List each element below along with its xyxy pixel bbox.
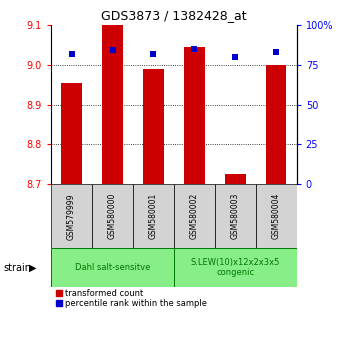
Point	[110, 47, 115, 53]
Bar	[256, 184, 297, 248]
Text: GSM580001: GSM580001	[149, 193, 158, 239]
Bar	[215, 184, 256, 248]
Text: GSM580002: GSM580002	[190, 193, 199, 239]
Bar	[102, 25, 123, 184]
Text: strain: strain	[3, 263, 31, 273]
Bar	[225, 175, 246, 184]
Text: GSM580000: GSM580000	[108, 193, 117, 239]
Bar	[174, 248, 297, 287]
Text: GSM580003: GSM580003	[231, 193, 240, 239]
Text: S.LEW(10)x12x2x3x5
congenic: S.LEW(10)x12x2x3x5 congenic	[191, 258, 280, 277]
Title: GDS3873 / 1382428_at: GDS3873 / 1382428_at	[101, 9, 247, 22]
Point	[192, 46, 197, 52]
Bar	[92, 184, 133, 248]
Text: GSM580004: GSM580004	[272, 193, 281, 239]
Bar	[61, 82, 82, 184]
Point	[233, 54, 238, 59]
Bar	[51, 184, 92, 248]
Bar	[174, 184, 215, 248]
Point	[69, 51, 74, 56]
Bar	[51, 248, 174, 287]
Bar	[133, 184, 174, 248]
Bar	[143, 69, 164, 184]
Point	[273, 49, 279, 55]
Text: ▶: ▶	[29, 263, 36, 273]
Text: Dahl salt-sensitve: Dahl salt-sensitve	[75, 263, 150, 272]
Point	[151, 51, 156, 56]
Bar	[184, 47, 205, 184]
Legend: transformed count, percentile rank within the sample: transformed count, percentile rank withi…	[55, 289, 207, 308]
Text: GSM579999: GSM579999	[67, 193, 76, 240]
Bar	[266, 65, 286, 184]
